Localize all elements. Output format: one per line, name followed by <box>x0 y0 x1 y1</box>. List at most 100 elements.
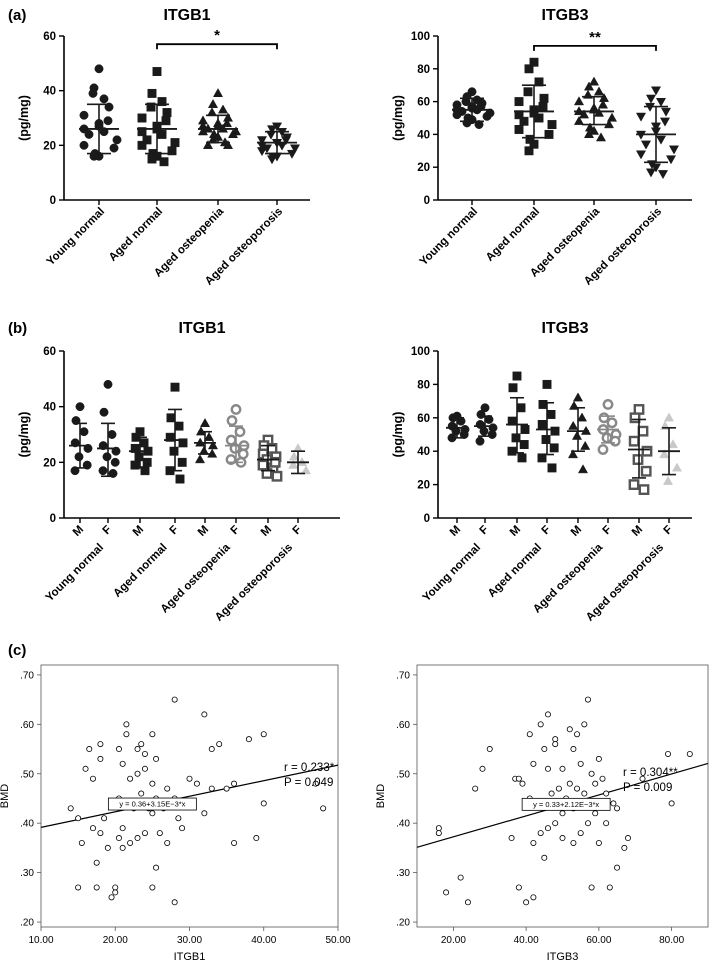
data-group <box>287 443 312 475</box>
data-point <box>74 452 84 462</box>
data-point <box>112 135 122 145</box>
data-point <box>570 839 577 846</box>
y-axis-label: BMD <box>375 784 387 809</box>
chart-b-itgb3: ITGB3 0 20 40 60 80 100 (pg/mg) M F M F M F M F Young no… <box>391 320 692 624</box>
data-point <box>256 136 268 146</box>
y-tick-label: 60 <box>417 97 430 109</box>
data-point <box>464 899 471 906</box>
data-point <box>161 116 171 126</box>
data-point <box>588 884 595 891</box>
data-point <box>639 775 646 782</box>
data-point <box>147 154 157 164</box>
y-tick-label: .30 <box>20 868 34 879</box>
data-point <box>593 107 605 117</box>
chart-c-itgb3-scatter: .20 .30 .40 .50 .60 .70 20.00 40.00 60.00 80.00 IT… <box>375 664 709 963</box>
data-point <box>171 696 178 703</box>
data-point <box>538 102 548 111</box>
data-point <box>443 889 450 896</box>
data-point <box>115 746 122 753</box>
data-point <box>659 117 671 127</box>
data-point <box>537 453 547 463</box>
data-point <box>153 864 160 871</box>
y-axis-label: (pg/mg) <box>17 412 31 458</box>
data-point <box>606 417 618 429</box>
data-point <box>552 736 559 743</box>
x-tick-label: 20.00 <box>103 935 128 946</box>
data-point <box>588 76 600 86</box>
chart-title: ITGB1 <box>178 320 225 337</box>
data-point <box>169 446 179 456</box>
data-point <box>89 775 96 782</box>
data-point <box>134 746 141 753</box>
x-tick-label: 10.00 <box>28 935 53 946</box>
p-value: P = 0.009 <box>623 782 672 794</box>
data-point <box>93 859 100 866</box>
data-point <box>606 112 618 122</box>
sex-label: M <box>508 524 523 539</box>
data-point <box>99 94 109 104</box>
data-point <box>571 430 583 440</box>
equation-box <box>521 797 611 811</box>
data-point <box>610 800 617 807</box>
sex-label: F <box>168 524 181 537</box>
panel-label-b: (b) <box>8 320 27 337</box>
data-point <box>657 170 669 180</box>
data-point <box>614 864 621 871</box>
sex-label: F <box>229 524 242 537</box>
data-point <box>537 721 544 728</box>
data-point <box>216 741 223 748</box>
data-point <box>671 462 683 472</box>
x-tick-label: 40.00 <box>251 935 276 946</box>
data-point <box>650 86 662 96</box>
data-point <box>667 439 679 449</box>
data-point <box>534 113 544 123</box>
data-point <box>660 107 672 117</box>
x-tick-label: 50.00 <box>325 935 350 946</box>
data-point <box>142 457 152 467</box>
data-point <box>108 894 115 901</box>
data-point <box>606 884 613 891</box>
data-point <box>82 765 89 772</box>
data-point <box>97 830 104 837</box>
data-group <box>597 399 622 455</box>
category-label: Aged normal <box>486 542 544 600</box>
y-tick-label: 40 <box>43 86 56 98</box>
y-tick-label: 20 <box>417 162 430 174</box>
x-axis-label: ITGB3 <box>547 951 579 963</box>
r-value: r = 0.233* <box>284 762 335 774</box>
data-point <box>280 136 292 146</box>
data-point <box>227 129 239 139</box>
data-point <box>79 110 89 120</box>
data-point <box>257 459 269 471</box>
data-point <box>253 835 260 842</box>
data-point <box>266 155 278 165</box>
data-point <box>523 899 530 906</box>
y-tick-label: .20 <box>20 918 34 929</box>
data-point <box>544 129 554 139</box>
data-point <box>628 479 640 490</box>
data-group <box>69 402 93 476</box>
data-point <box>149 810 156 817</box>
data-point <box>566 780 573 787</box>
data-point <box>140 466 150 476</box>
data-point <box>149 884 156 891</box>
data-point <box>171 899 178 906</box>
data-point <box>289 144 301 154</box>
y-tick-label: 40 <box>43 402 56 414</box>
data-point <box>75 884 82 891</box>
data-point <box>119 760 126 767</box>
data-point <box>212 88 224 98</box>
data-point <box>286 149 298 159</box>
data-point <box>559 765 566 772</box>
data-point <box>123 731 130 738</box>
data-point <box>123 721 130 728</box>
data-point <box>157 97 167 107</box>
data-point <box>576 412 588 422</box>
chart-title: ITGB1 <box>163 7 210 24</box>
data-point <box>119 825 126 832</box>
data-point <box>588 770 595 777</box>
data-group <box>97 379 121 478</box>
data-point <box>570 746 577 753</box>
data-group <box>452 87 495 130</box>
